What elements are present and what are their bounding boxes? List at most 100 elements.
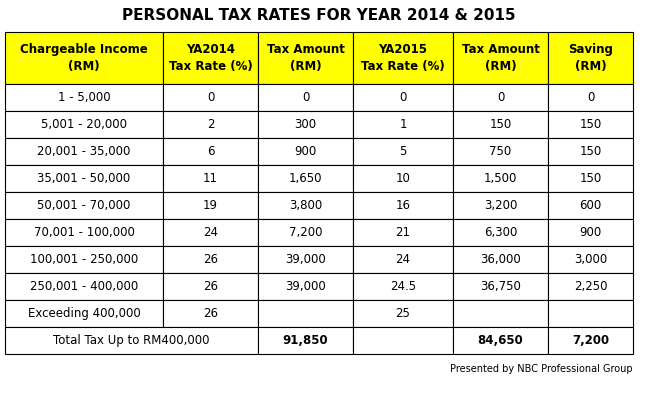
Bar xyxy=(453,32,548,84)
Bar xyxy=(353,111,453,138)
Text: 24: 24 xyxy=(203,226,218,239)
Text: 150: 150 xyxy=(489,118,512,131)
Text: 150: 150 xyxy=(579,172,602,185)
Text: 35,001 - 50,000: 35,001 - 50,000 xyxy=(38,172,131,185)
Bar xyxy=(353,192,453,219)
Bar xyxy=(5,300,163,327)
Text: 24: 24 xyxy=(395,253,410,266)
Text: 3,800: 3,800 xyxy=(289,199,322,212)
Text: 91,850: 91,850 xyxy=(283,334,328,347)
Bar xyxy=(5,246,163,273)
Text: 0: 0 xyxy=(207,91,214,104)
Bar xyxy=(163,192,258,219)
Bar xyxy=(453,327,548,354)
Text: 36,750: 36,750 xyxy=(480,280,521,293)
Bar xyxy=(453,111,548,138)
Bar xyxy=(353,32,453,84)
Text: 10: 10 xyxy=(395,172,410,185)
Bar xyxy=(163,138,258,165)
Bar xyxy=(548,32,633,84)
Text: 36,000: 36,000 xyxy=(480,253,521,266)
Text: 0: 0 xyxy=(587,91,594,104)
Bar xyxy=(5,32,163,84)
Text: 1,650: 1,650 xyxy=(289,172,322,185)
Text: 300: 300 xyxy=(294,118,316,131)
Text: 150: 150 xyxy=(579,145,602,158)
Bar xyxy=(548,165,633,192)
Bar xyxy=(163,246,258,273)
Bar xyxy=(163,165,258,192)
Bar xyxy=(258,138,353,165)
Bar xyxy=(258,246,353,273)
Text: 600: 600 xyxy=(579,199,602,212)
Text: 7,200: 7,200 xyxy=(572,334,609,347)
Bar xyxy=(5,138,163,165)
Text: 26: 26 xyxy=(203,253,218,266)
Bar xyxy=(453,246,548,273)
Bar xyxy=(5,165,163,192)
Bar xyxy=(5,111,163,138)
Bar xyxy=(258,84,353,111)
Bar xyxy=(353,273,453,300)
Bar xyxy=(548,300,633,327)
Bar xyxy=(453,84,548,111)
Bar xyxy=(163,300,258,327)
Bar xyxy=(258,32,353,84)
Text: 900: 900 xyxy=(294,145,316,158)
Bar xyxy=(453,165,548,192)
Text: Total Tax Up to RM400,000: Total Tax Up to RM400,000 xyxy=(53,334,210,347)
Bar xyxy=(548,84,633,111)
Text: 6,300: 6,300 xyxy=(484,226,517,239)
Bar xyxy=(548,111,633,138)
Text: 24.5: 24.5 xyxy=(390,280,416,293)
Text: 3,200: 3,200 xyxy=(484,199,517,212)
Text: 84,650: 84,650 xyxy=(477,334,523,347)
Bar xyxy=(353,327,453,354)
Text: 2: 2 xyxy=(207,118,214,131)
Text: 3,000: 3,000 xyxy=(574,253,607,266)
Text: 39,000: 39,000 xyxy=(285,253,326,266)
Text: Tax Amount
(RM): Tax Amount (RM) xyxy=(461,43,540,73)
Bar xyxy=(258,111,353,138)
Bar xyxy=(5,327,258,354)
Text: 25: 25 xyxy=(395,307,410,320)
Text: 5: 5 xyxy=(399,145,407,158)
Bar xyxy=(163,32,258,84)
Text: 70,001 - 100,000: 70,001 - 100,000 xyxy=(34,226,135,239)
Bar xyxy=(353,300,453,327)
Text: 19: 19 xyxy=(203,199,218,212)
Text: 20,001 - 35,000: 20,001 - 35,000 xyxy=(38,145,131,158)
Text: 21: 21 xyxy=(395,226,410,239)
Text: Tax Amount
(RM): Tax Amount (RM) xyxy=(267,43,344,73)
Bar xyxy=(548,138,633,165)
Text: Saving
(RM): Saving (RM) xyxy=(568,43,613,73)
Text: 1,500: 1,500 xyxy=(484,172,517,185)
Bar xyxy=(163,219,258,246)
Text: 1 - 5,000: 1 - 5,000 xyxy=(58,91,110,104)
Bar xyxy=(5,273,163,300)
Text: 26: 26 xyxy=(203,307,218,320)
Text: YA2014
Tax Rate (%): YA2014 Tax Rate (%) xyxy=(169,43,252,73)
Text: 11: 11 xyxy=(203,172,218,185)
Text: 2,250: 2,250 xyxy=(574,280,608,293)
Bar xyxy=(353,84,453,111)
Text: 0: 0 xyxy=(302,91,309,104)
Text: 1: 1 xyxy=(399,118,407,131)
Bar xyxy=(548,327,633,354)
Bar xyxy=(5,192,163,219)
Text: Exceeding 400,000: Exceeding 400,000 xyxy=(28,307,140,320)
Bar xyxy=(548,192,633,219)
Text: YA2015
Tax Rate (%): YA2015 Tax Rate (%) xyxy=(361,43,445,73)
Bar xyxy=(548,246,633,273)
Bar xyxy=(258,192,353,219)
Bar xyxy=(353,138,453,165)
Text: 16: 16 xyxy=(395,199,410,212)
Text: 0: 0 xyxy=(399,91,407,104)
Text: 5,001 - 20,000: 5,001 - 20,000 xyxy=(41,118,127,131)
Bar xyxy=(353,165,453,192)
Bar xyxy=(5,84,163,111)
Text: Chargeable Income
(RM): Chargeable Income (RM) xyxy=(20,43,148,73)
Text: 7,200: 7,200 xyxy=(289,226,322,239)
Bar xyxy=(453,219,548,246)
Bar xyxy=(548,273,633,300)
